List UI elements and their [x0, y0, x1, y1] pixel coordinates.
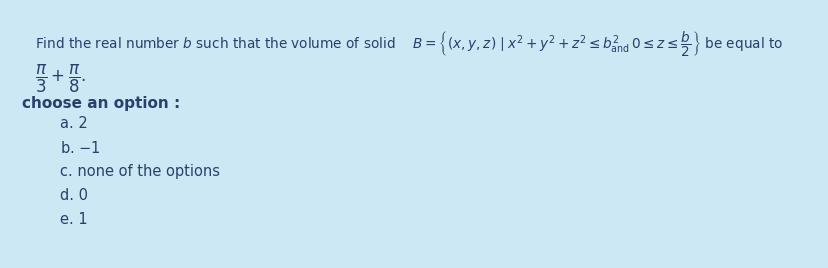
- Text: Find the real number $b$ such that the volume of solid $\quad B = \left\{ (x, y,: Find the real number $b$ such that the v…: [35, 30, 782, 59]
- Text: choose an option :: choose an option :: [22, 96, 180, 111]
- Text: a. 2: a. 2: [60, 116, 88, 131]
- Text: $\dfrac{\pi}{3} + \dfrac{\pi}{8}.$: $\dfrac{\pi}{3} + \dfrac{\pi}{8}.$: [35, 63, 86, 95]
- Text: e. 1: e. 1: [60, 212, 88, 227]
- Text: d. 0: d. 0: [60, 188, 88, 203]
- Text: b. $-1$: b. $-1$: [60, 140, 100, 156]
- Text: c. none of the options: c. none of the options: [60, 164, 219, 179]
